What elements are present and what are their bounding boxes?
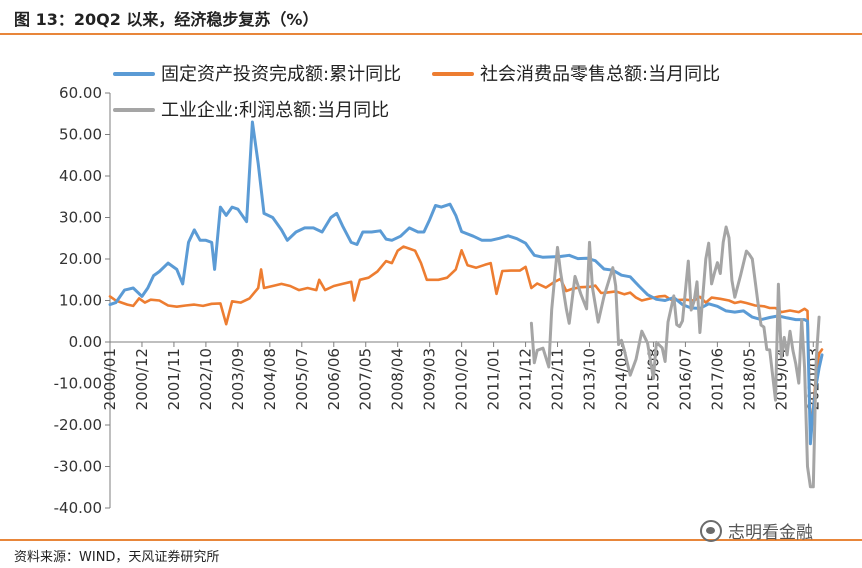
y-tick-label: 30.00 — [59, 209, 102, 227]
x-tick-label: 2003/09 — [229, 348, 247, 410]
y-tick-label: 0.00 — [69, 333, 102, 351]
y-tick-label: 20.00 — [59, 250, 102, 268]
y-tick-label: 40.00 — [59, 167, 102, 185]
watermark: 志明看金融 — [700, 518, 813, 543]
y-tick-label: 60.00 — [59, 84, 102, 102]
footer-divider — [0, 539, 862, 541]
x-tick-label: 2005/07 — [293, 348, 311, 410]
x-tick-label: 2012/11 — [549, 348, 567, 410]
watermark-text: 志明看金融 — [728, 523, 813, 543]
x-tick-label: 2016/07 — [676, 348, 694, 410]
x-tick-label: 2014/09 — [612, 348, 630, 410]
y-tick-label: -40.00 — [54, 499, 102, 517]
x-tick-label: 2001/11 — [165, 348, 183, 410]
title-divider — [0, 33, 862, 35]
x-tick-label: 2000/01 — [101, 348, 119, 410]
x-tick-label: 2007/05 — [357, 348, 375, 410]
x-tick-label: 2008/04 — [389, 348, 407, 410]
series-line-0 — [108, 120, 824, 446]
series-line-2 — [529, 225, 821, 489]
chart-legend: 固定资产投资完成额:累计同比 社会消费品零售总额:当月同比工业企业:利润总额:当月… — [113, 64, 720, 121]
x-tick-label: 2010/02 — [453, 348, 471, 410]
x-tick-label: 2004/08 — [261, 348, 279, 410]
x-tick-label: 2000/12 — [133, 348, 151, 410]
figure-title: 图 13：20Q2 以来，经济稳步复苏（%） — [14, 10, 319, 29]
x-tick-label: 2009/03 — [421, 348, 439, 410]
y-tick-label: 50.00 — [59, 126, 102, 144]
x-tick-label: 2011/12 — [517, 348, 535, 410]
x-tick-label: 2018/05 — [740, 348, 758, 410]
y-tick-label: -10.00 — [54, 375, 102, 393]
source-note: 资料来源：WIND，天风证券研究所 — [14, 550, 220, 565]
y-tick-label: -30.00 — [54, 458, 102, 476]
y-tick-label: -20.00 — [54, 416, 102, 434]
chart-axes: 60.00 50.00 40.00 30.00 20.00 10.00 0.00 -10.00… — [54, 84, 823, 517]
x-tick-label: 2011/01 — [485, 348, 503, 410]
legend-label-0: 固定资产投资完成额:累计同比 — [161, 64, 401, 85]
x-tick-label: 2013/10 — [581, 348, 599, 410]
series-line-1 — [108, 245, 824, 429]
legend-label-1: 社会消费品零售总额:当月同比 — [480, 64, 720, 85]
x-tick-label: 2006/06 — [325, 348, 343, 410]
chart-series-group — [108, 120, 824, 489]
y-tick-label: 10.00 — [59, 292, 102, 310]
x-tick-label: 2002/10 — [197, 348, 215, 410]
legend-label-2: 工业企业:利润总额:当月同比 — [161, 100, 389, 121]
wechat-icon — [700, 519, 722, 542]
x-tick-label: 2017/06 — [708, 348, 726, 410]
